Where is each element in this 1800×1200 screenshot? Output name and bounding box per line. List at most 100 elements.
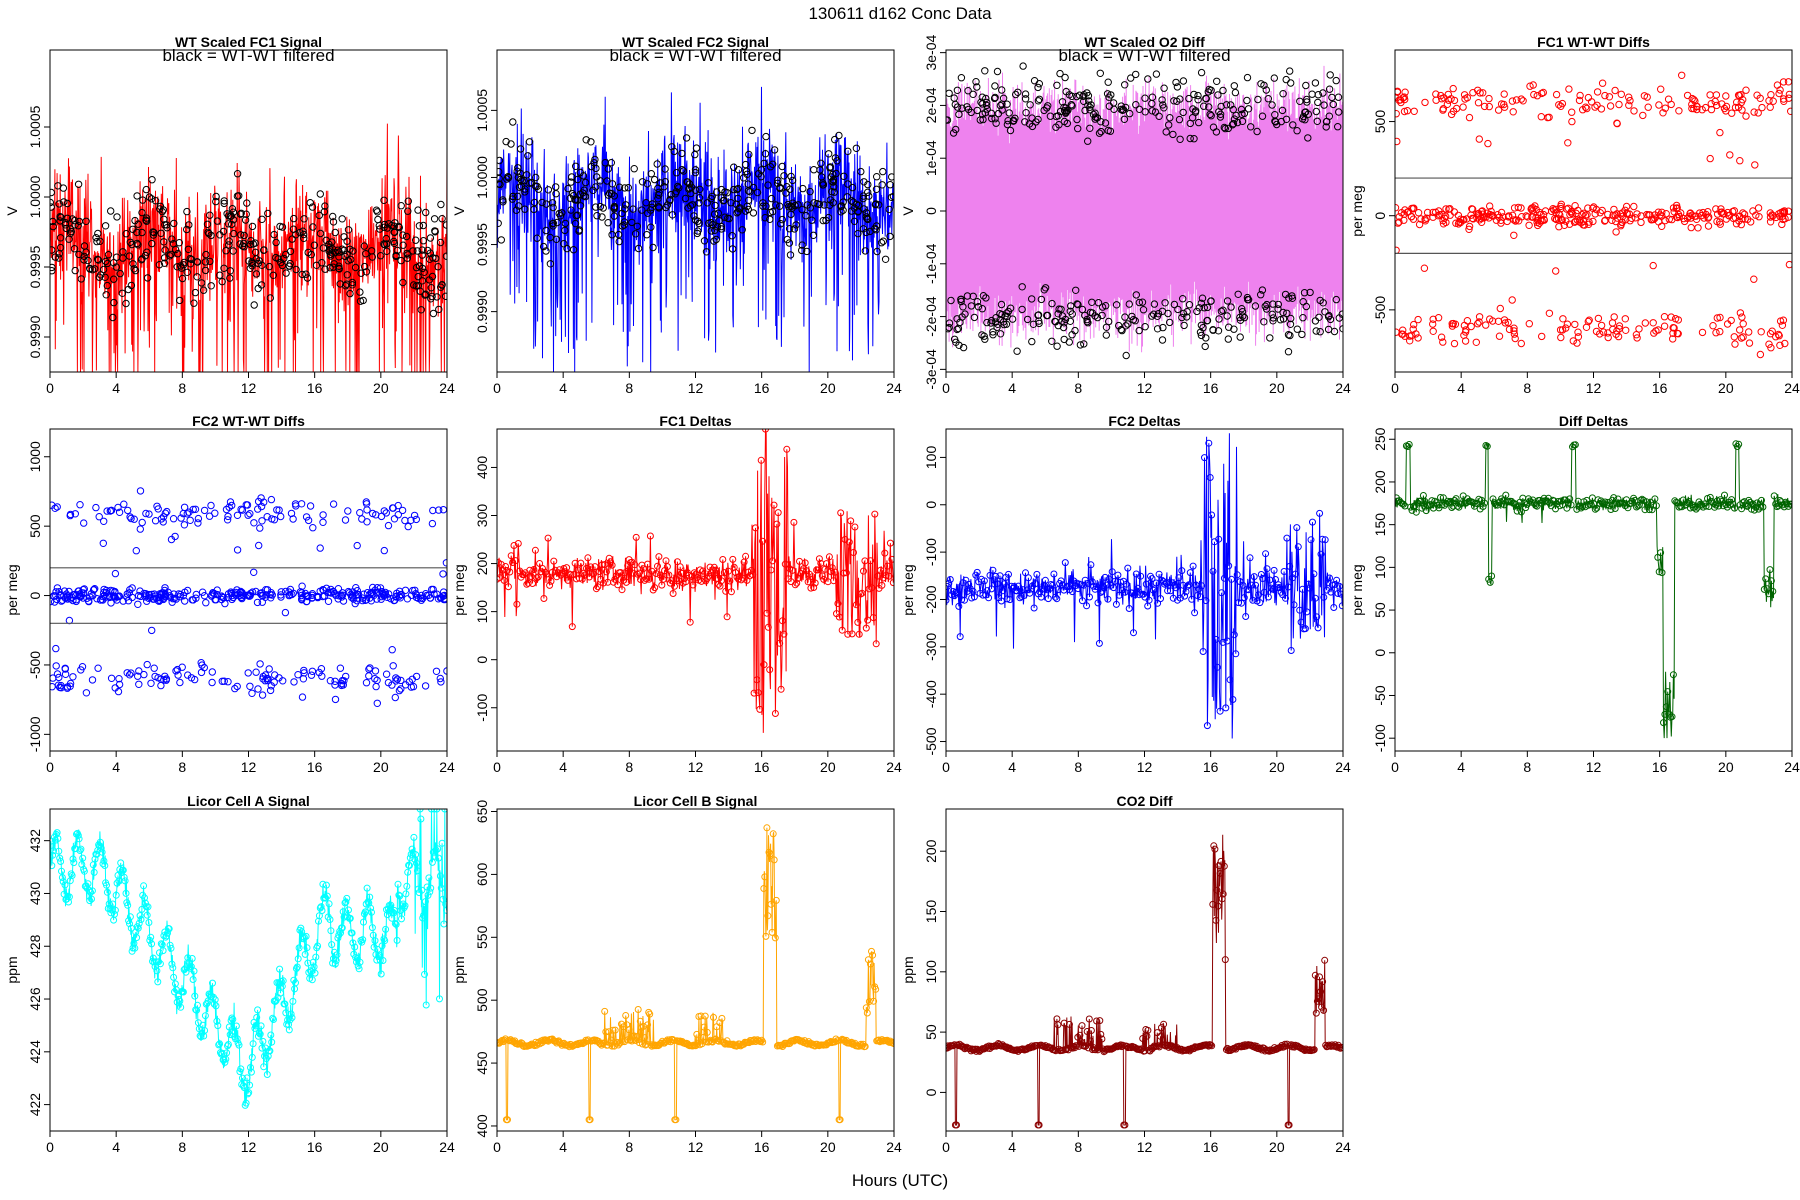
data-point bbox=[417, 594, 425, 602]
data-point bbox=[363, 589, 372, 597]
filtered-point bbox=[672, 169, 681, 177]
data-point bbox=[1078, 597, 1086, 605]
data-point bbox=[712, 566, 720, 574]
data-point bbox=[114, 503, 122, 512]
filtered-point bbox=[599, 204, 607, 212]
data-point bbox=[1417, 497, 1425, 505]
data-point bbox=[168, 960, 176, 968]
data-point bbox=[54, 835, 62, 842]
data-point bbox=[299, 675, 308, 683]
data-point bbox=[1481, 499, 1488, 507]
data-point bbox=[1285, 1121, 1293, 1129]
data-point bbox=[412, 672, 421, 681]
filtered-point bbox=[1258, 286, 1267, 294]
filtered-point bbox=[1193, 307, 1201, 316]
data-point bbox=[1664, 95, 1673, 103]
panel-title: WT Scaled FC1 Signal bbox=[175, 34, 322, 50]
data-point bbox=[1219, 890, 1227, 898]
data-point bbox=[1475, 135, 1484, 143]
filtered-point bbox=[1303, 95, 1311, 104]
filtered-point bbox=[1316, 328, 1324, 336]
data-point bbox=[1450, 96, 1459, 105]
data-point bbox=[697, 1012, 705, 1020]
filtered-point bbox=[692, 144, 701, 152]
data-point bbox=[91, 585, 99, 593]
data-point bbox=[1184, 582, 1191, 590]
data-point bbox=[770, 501, 778, 509]
filtered-point bbox=[1339, 325, 1343, 333]
filtered-point bbox=[761, 150, 770, 158]
filtered-point bbox=[961, 310, 969, 318]
y-tick-label: 1.0005 bbox=[474, 89, 490, 132]
filtered-point bbox=[839, 206, 847, 215]
filtered-point bbox=[760, 159, 768, 168]
data-point bbox=[323, 892, 331, 900]
x-tick-label: 12 bbox=[1137, 759, 1153, 775]
x-tick-label: 20 bbox=[373, 759, 389, 775]
data-point bbox=[255, 541, 263, 550]
data-point bbox=[1772, 213, 1780, 222]
data-point bbox=[723, 613, 731, 621]
filtered-point bbox=[1175, 115, 1184, 124]
filtered-point bbox=[998, 86, 1006, 94]
filtered-point bbox=[769, 207, 777, 216]
filtered-point bbox=[236, 210, 245, 218]
data-point bbox=[120, 873, 128, 881]
data-point bbox=[213, 1017, 221, 1025]
y-tick-label: 650 bbox=[474, 800, 490, 824]
data-point bbox=[1517, 95, 1526, 103]
data-point bbox=[850, 549, 857, 556]
data-point bbox=[410, 833, 418, 841]
data-point bbox=[368, 590, 376, 598]
data-point bbox=[61, 665, 70, 673]
data-point bbox=[1443, 100, 1452, 109]
data-point bbox=[1299, 1045, 1307, 1053]
data-point bbox=[50, 851, 57, 859]
data-point bbox=[780, 1041, 788, 1049]
filtered-point bbox=[571, 219, 580, 228]
figure-title: 130611 d162 Conc Data bbox=[808, 4, 992, 23]
data-point bbox=[605, 554, 613, 562]
data-point bbox=[1438, 501, 1446, 509]
data-point bbox=[164, 929, 171, 937]
filtered-point bbox=[1276, 316, 1285, 324]
data-point bbox=[512, 557, 519, 565]
data-point bbox=[397, 685, 405, 693]
data-point bbox=[983, 587, 991, 595]
filtered-point bbox=[1303, 98, 1311, 106]
filtered-point bbox=[533, 234, 541, 242]
data-point bbox=[640, 1022, 647, 1030]
data-point bbox=[1235, 599, 1243, 607]
x-tick-label: 16 bbox=[754, 380, 770, 396]
data-point bbox=[114, 687, 123, 696]
x-tick-label: 16 bbox=[1203, 759, 1219, 775]
data-point bbox=[1161, 580, 1169, 588]
data-point bbox=[1706, 91, 1714, 99]
filtered-point bbox=[947, 296, 955, 305]
data-point bbox=[1785, 90, 1792, 99]
data-point bbox=[534, 573, 542, 581]
data-point bbox=[1338, 602, 1343, 610]
filtered-point bbox=[533, 182, 541, 191]
filtered-point bbox=[103, 281, 112, 290]
filtered-point bbox=[785, 239, 794, 247]
data-point bbox=[57, 858, 65, 865]
filtered-point bbox=[129, 260, 137, 268]
filtered-point bbox=[427, 295, 435, 303]
data-point bbox=[151, 517, 160, 525]
data-point bbox=[1141, 1047, 1149, 1055]
x-tick-label: 12 bbox=[1586, 759, 1602, 775]
filtered-point bbox=[1302, 302, 1311, 311]
filtered-point bbox=[525, 138, 534, 146]
filtered-point bbox=[430, 215, 439, 223]
filtered-point bbox=[410, 281, 418, 289]
filtered-point bbox=[416, 287, 424, 295]
data-point bbox=[1005, 570, 1012, 578]
filtered-point bbox=[1217, 307, 1226, 315]
data-point bbox=[399, 900, 407, 908]
data-point bbox=[163, 507, 171, 516]
filtered-point bbox=[1051, 317, 1059, 326]
filtered-point bbox=[71, 216, 79, 225]
filtered-point bbox=[728, 245, 737, 253]
filtered-point bbox=[1180, 321, 1188, 330]
